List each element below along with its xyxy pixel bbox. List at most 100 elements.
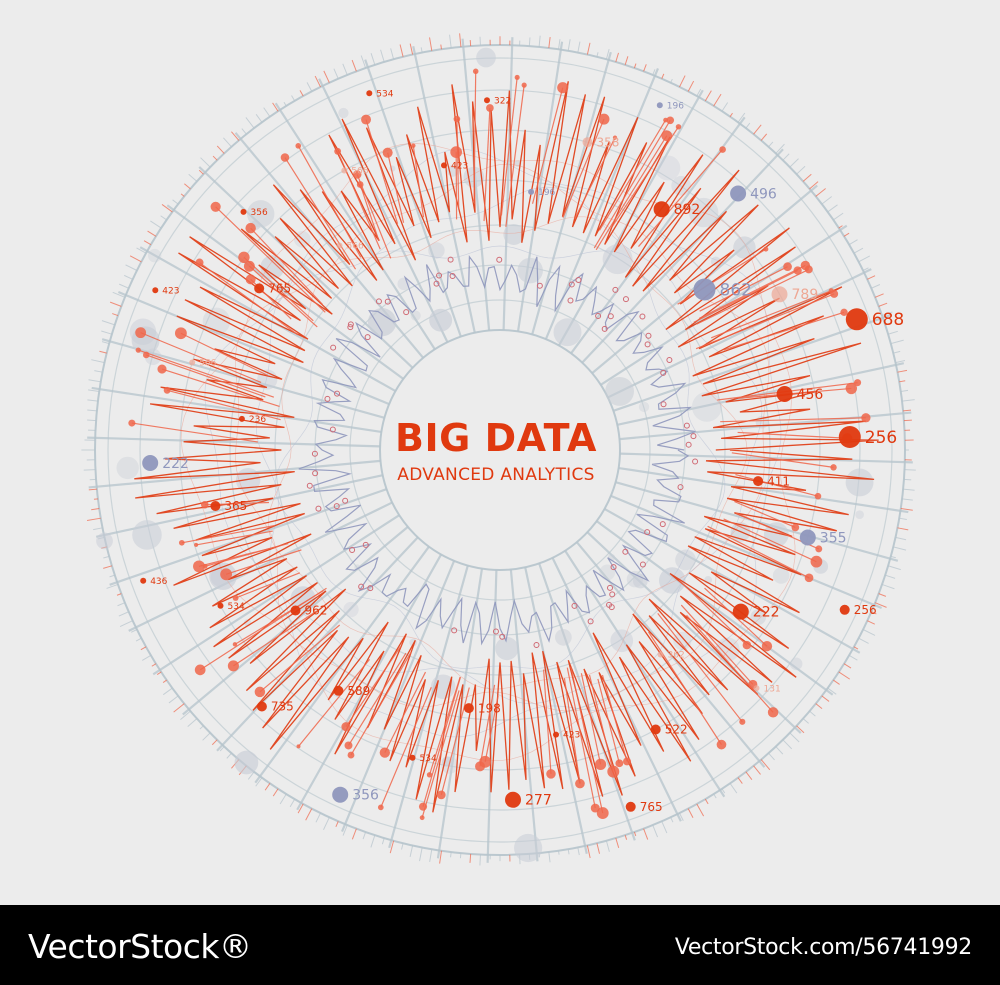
value-label: 892 (674, 202, 701, 218)
tick-mark (881, 583, 895, 590)
value-dot (217, 602, 224, 609)
tick-mark (838, 671, 850, 680)
lollipop-head (128, 419, 136, 427)
lollipop-head (254, 686, 266, 698)
value-dot (732, 603, 749, 620)
lollipop-stem (695, 293, 835, 350)
value-label: 256 (865, 428, 897, 448)
lollipop-stem (593, 119, 671, 249)
tick-mark (853, 247, 864, 254)
value-label: 222 (753, 605, 780, 621)
grid-ring (139, 89, 861, 811)
ring-marker (692, 458, 699, 465)
tick-mark (760, 133, 768, 141)
background-bubble (503, 223, 525, 245)
tick-mark (897, 369, 908, 373)
tick-mark (652, 824, 659, 838)
ring-marker (660, 401, 667, 408)
tick-mark (135, 637, 142, 642)
lollipop-stem (686, 614, 774, 713)
tick-mark (768, 752, 775, 761)
lollipop-head (411, 143, 416, 148)
value-label: 196 (667, 101, 684, 111)
ring-marker (333, 503, 340, 510)
tick-mark (231, 131, 240, 141)
value-label: 322 (494, 96, 511, 106)
lollipop-head (845, 382, 858, 395)
lollipop-head (514, 74, 520, 80)
ring-marker (329, 426, 336, 433)
value-labels: 196 358 196 892 496 862 789 688 456 256 411 355 256 2… (140, 89, 904, 814)
tick-mark (255, 777, 263, 787)
ring-marker (451, 627, 458, 634)
tick-mark (745, 771, 753, 780)
ring-marker (622, 548, 629, 555)
tick-mark (874, 602, 887, 608)
value-dot (656, 102, 663, 109)
lollipop-stem (235, 572, 301, 599)
tick-mark (528, 37, 531, 47)
background-bubble (338, 107, 349, 119)
value-label: 198 (478, 701, 501, 715)
tick-mark (881, 311, 893, 317)
tick-mark (150, 220, 162, 229)
ring-marker (349, 546, 356, 553)
tick-mark (370, 53, 376, 65)
lollipop-head (361, 114, 371, 125)
ring-marker (330, 344, 337, 351)
tick-mark (184, 183, 191, 190)
lollipop-stem (699, 266, 788, 312)
lollipop-head (521, 82, 527, 88)
tick-mark (605, 840, 610, 852)
grid-ring (179, 129, 821, 771)
value-dot (799, 529, 816, 546)
tick-mark (895, 536, 907, 541)
tick-mark (615, 52, 619, 63)
lollipop-stem (347, 652, 407, 746)
value-label: 423 (162, 286, 179, 296)
ring-marker (311, 450, 318, 457)
lollipop-stem (500, 77, 518, 216)
tick-mark (140, 646, 147, 651)
ring-marker (312, 470, 319, 477)
tick-mark (775, 746, 784, 755)
value-dot (290, 605, 301, 616)
value-label: 356 (352, 788, 379, 804)
lollipop-head (607, 765, 620, 778)
tick-mark (713, 93, 722, 107)
tick-mark (362, 831, 367, 840)
value-label: 236 (249, 415, 266, 425)
background-bubble (260, 255, 285, 280)
tick-mark (853, 646, 859, 650)
lollipop-head (220, 568, 233, 581)
ring-marker (575, 277, 582, 284)
lollipop-head (245, 274, 256, 285)
lollipop-stem (588, 674, 614, 772)
lollipop-head (450, 146, 463, 158)
lollipop-head (767, 707, 779, 718)
tick-mark (899, 517, 907, 520)
ring-marker (609, 591, 616, 598)
tick-mark (109, 301, 122, 307)
value-label: 358 (597, 135, 620, 149)
lollipop-head (135, 327, 147, 339)
lollipop-head (475, 761, 485, 772)
value-label: 355 (820, 530, 847, 546)
value-label: 423 (451, 162, 468, 172)
zigzag-path (134, 81, 879, 813)
tick-mark (862, 629, 876, 636)
lollipop-head (810, 555, 823, 568)
lollipop-stem (412, 145, 425, 218)
ring-marker (306, 482, 313, 489)
tick-mark (652, 69, 656, 76)
lollipop-head (719, 146, 726, 153)
tick-mark (136, 247, 147, 254)
tick-mark (796, 165, 806, 175)
grid-spoke (596, 520, 834, 696)
tick-mark (199, 725, 204, 730)
tick-mark (187, 718, 198, 728)
background-bubbles (96, 47, 874, 863)
lollipop-head (201, 501, 209, 509)
tick-mark (263, 107, 271, 117)
tick-mark (696, 803, 705, 817)
